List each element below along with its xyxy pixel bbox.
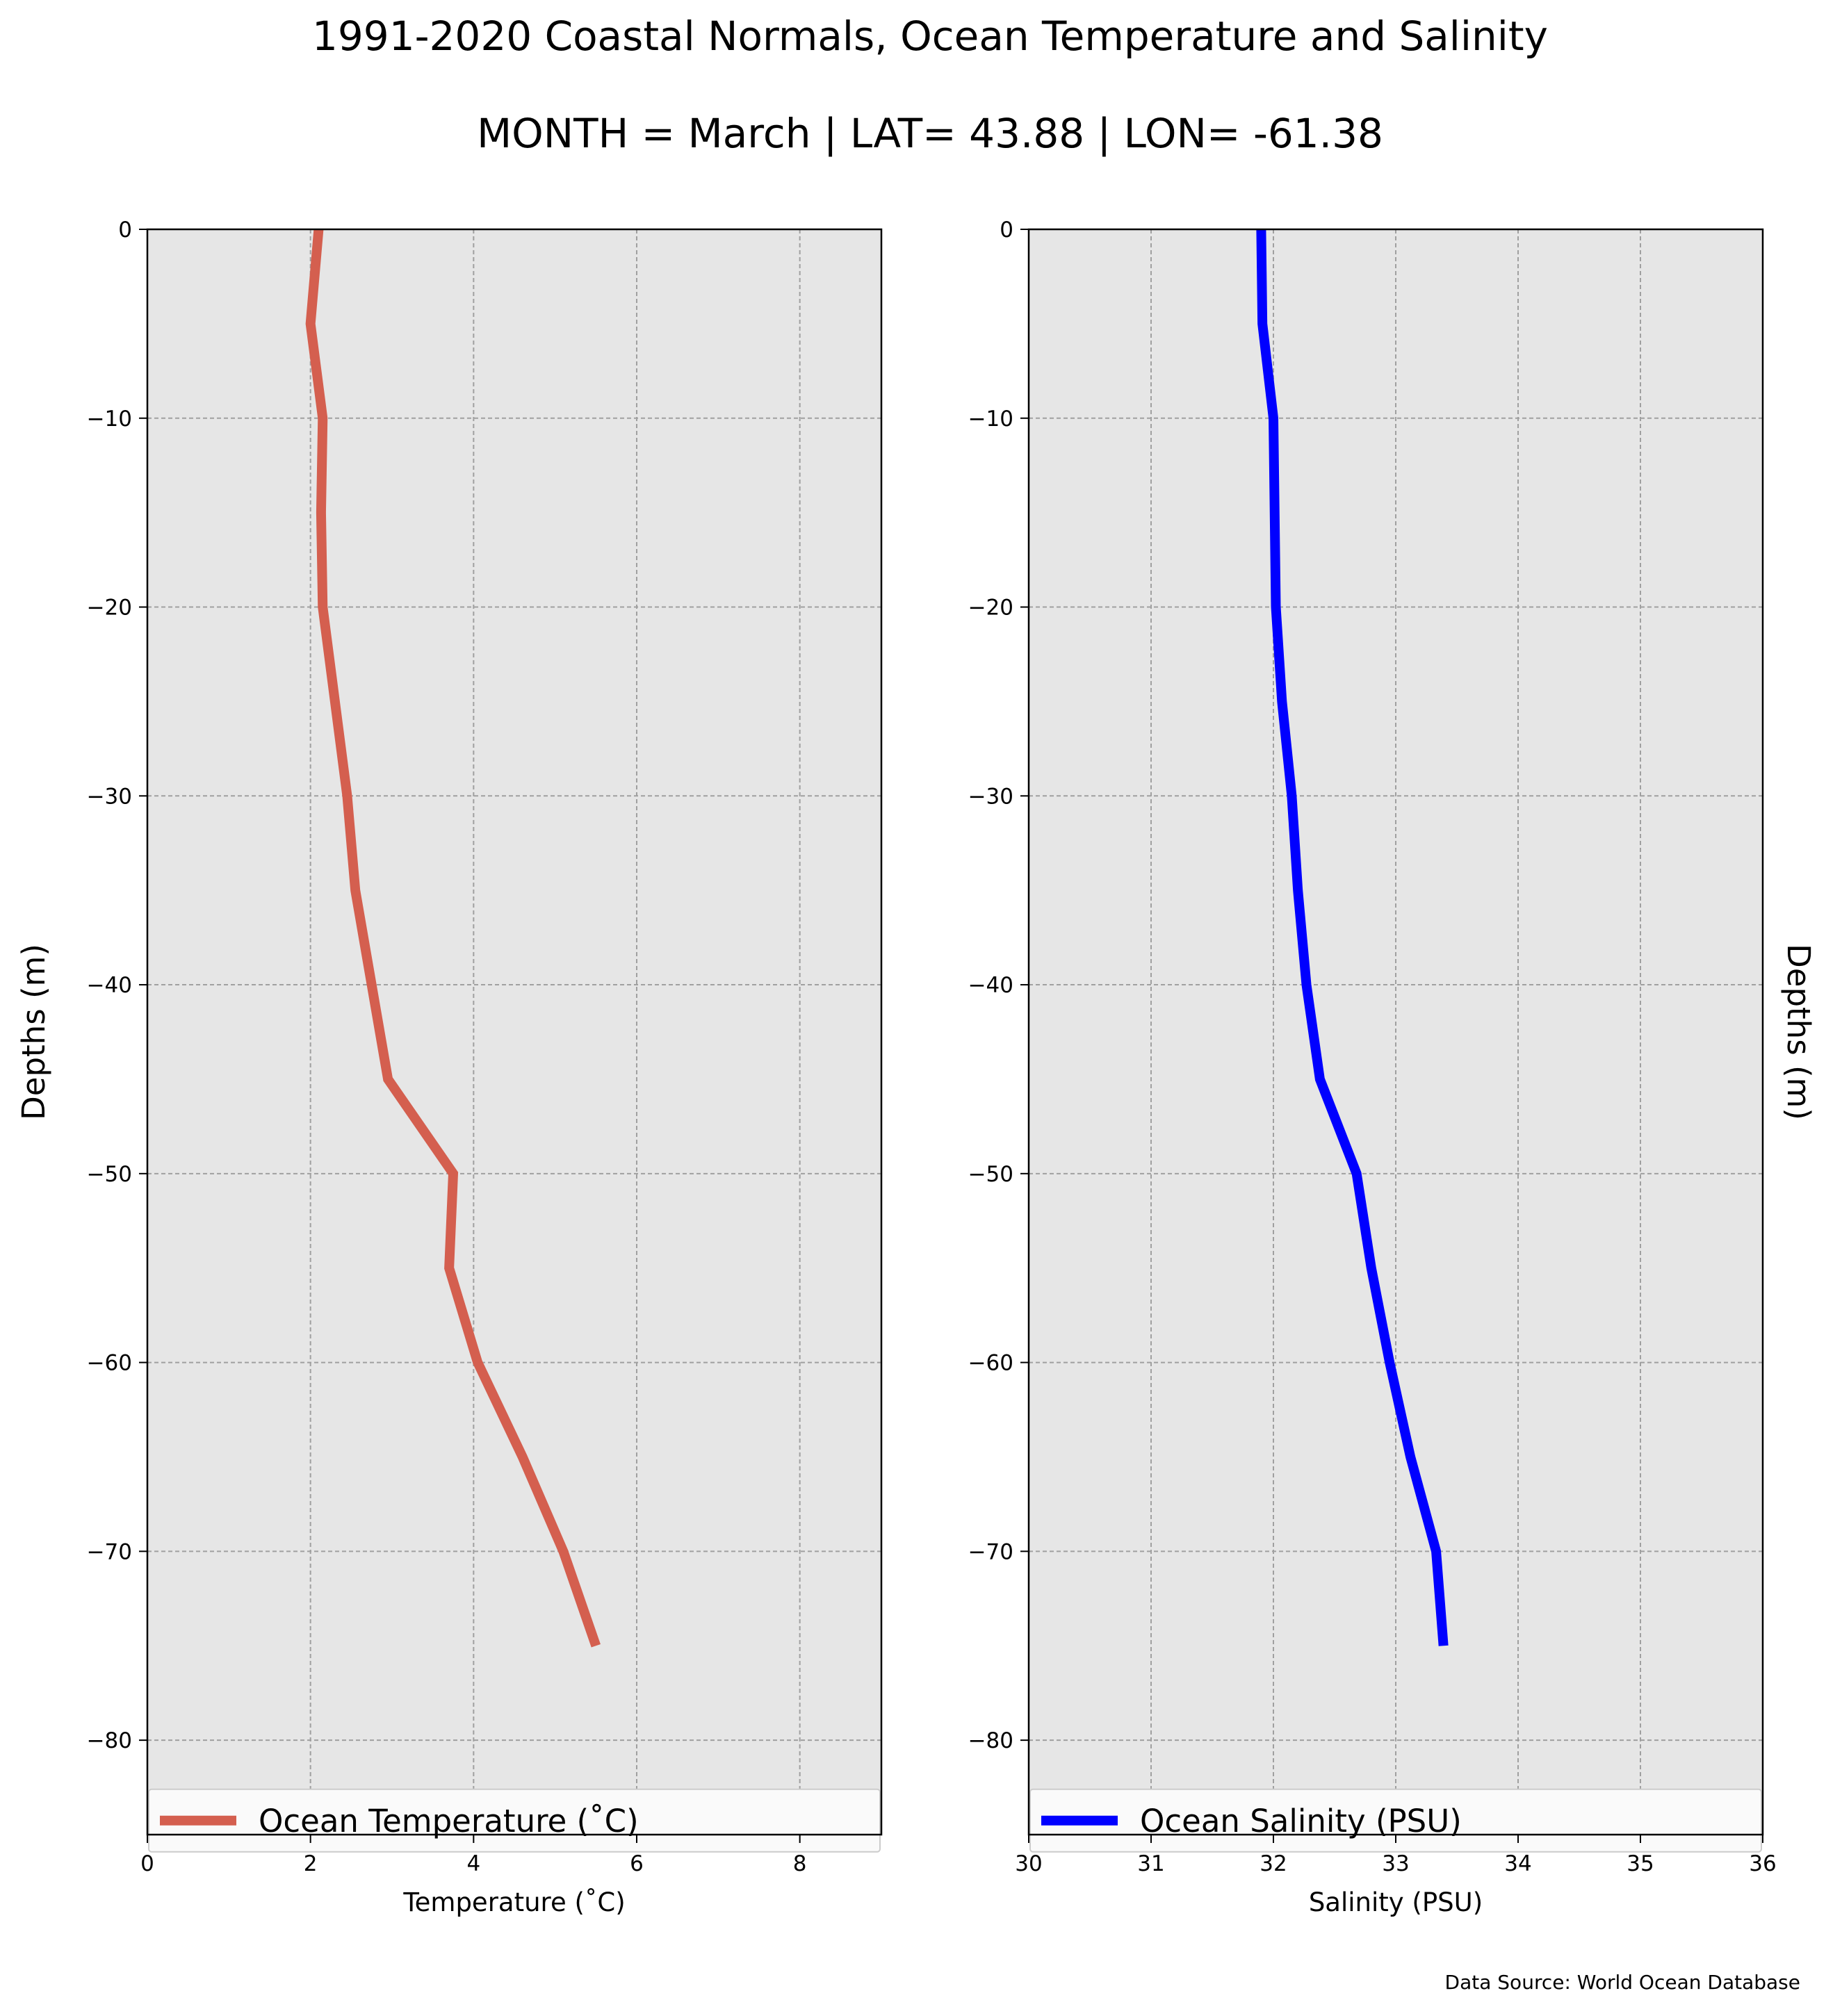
salinity-x-tick-label: 31 xyxy=(1137,1851,1164,1876)
temperature-x-tick-label: 0 xyxy=(140,1851,154,1876)
temperature-y-tick-label: −10 xyxy=(87,407,132,432)
salinity-y-tick-label: 0 xyxy=(1000,218,1013,243)
figure-title: 1991-2020 Coastal Normals, Ocean Tempera… xyxy=(312,13,1548,60)
salinity-y-tick-label: −70 xyxy=(968,1539,1013,1564)
salinity-y-tick-label: −30 xyxy=(968,784,1013,809)
temperature-x-axis-label: Temperature (˚C) xyxy=(402,1887,625,1917)
temperature-y-tick-label: −20 xyxy=(87,596,132,621)
salinity-x-tick-label: 35 xyxy=(1627,1851,1654,1876)
salinity-y-tick-label: −10 xyxy=(968,407,1013,432)
temperature-y-tick-label: −80 xyxy=(87,1728,132,1753)
temperature-y-tick-label: −70 xyxy=(87,1539,132,1564)
salinity-x-tick-label: 32 xyxy=(1260,1851,1287,1876)
salinity-legend xyxy=(1029,1788,1762,1853)
temperature-x-tick-label: 2 xyxy=(304,1851,318,1876)
left-y-axis-label: Depths (m) xyxy=(15,944,52,1120)
salinity-y-tick-label: −60 xyxy=(968,1351,1013,1376)
salinity-x-tick-label: 34 xyxy=(1504,1851,1531,1876)
temperature-y-tick-label: −50 xyxy=(87,1162,132,1187)
temperature-y-tick-label: −60 xyxy=(87,1351,132,1376)
salinity-y-tick-label: −40 xyxy=(968,973,1013,998)
temperature-x-tick-label: 6 xyxy=(630,1851,644,1876)
temperature-plot-area xyxy=(147,229,881,1835)
data-source-note: Data Source: World Ocean Database xyxy=(1445,1971,1800,1994)
figure-subtitle: MONTH = March | LAT= 43.88 | LON= -61.38 xyxy=(477,110,1383,157)
temperature-axes-frame xyxy=(146,228,883,1836)
temperature-y-tick-label: −30 xyxy=(87,784,132,809)
salinity-y-tick-label: −80 xyxy=(968,1728,1013,1753)
temperature-legend xyxy=(148,1788,881,1853)
salinity-panel: Ocean Salinity (PSU) 30 31 32 33 34 35 36 0 −10 −2… xyxy=(968,218,1777,1917)
salinity-y-tick-label: −50 xyxy=(968,1162,1013,1187)
salinity-x-tick-label: 30 xyxy=(1015,1851,1042,1876)
temperature-panel: Ocean Temperature (˚C) 0 2 4 6 8 0 −10 −20 −30 −40… xyxy=(87,218,883,1917)
temperature-x-tick-label: 8 xyxy=(793,1851,807,1876)
temperature-y-tick-label: −40 xyxy=(87,973,132,998)
salinity-series-line xyxy=(1256,229,1449,1646)
temperature-series-line xyxy=(305,229,601,1648)
salinity-x-tick-label: 36 xyxy=(1749,1851,1776,1876)
temperature-x-tick-label: 4 xyxy=(466,1851,480,1876)
salinity-x-axis-label: Salinity (PSU) xyxy=(1309,1887,1483,1917)
temperature-legend-label: Ocean Temperature (˚C) xyxy=(259,1803,639,1839)
temperature-y-tick-label: 0 xyxy=(118,218,132,243)
salinity-y-tick-label: −20 xyxy=(968,596,1013,621)
salinity-legend-label: Ocean Salinity (PSU) xyxy=(1140,1803,1462,1839)
salinity-x-tick-label: 33 xyxy=(1382,1851,1409,1876)
right-y-axis-label: Depths (m) xyxy=(1780,944,1817,1120)
